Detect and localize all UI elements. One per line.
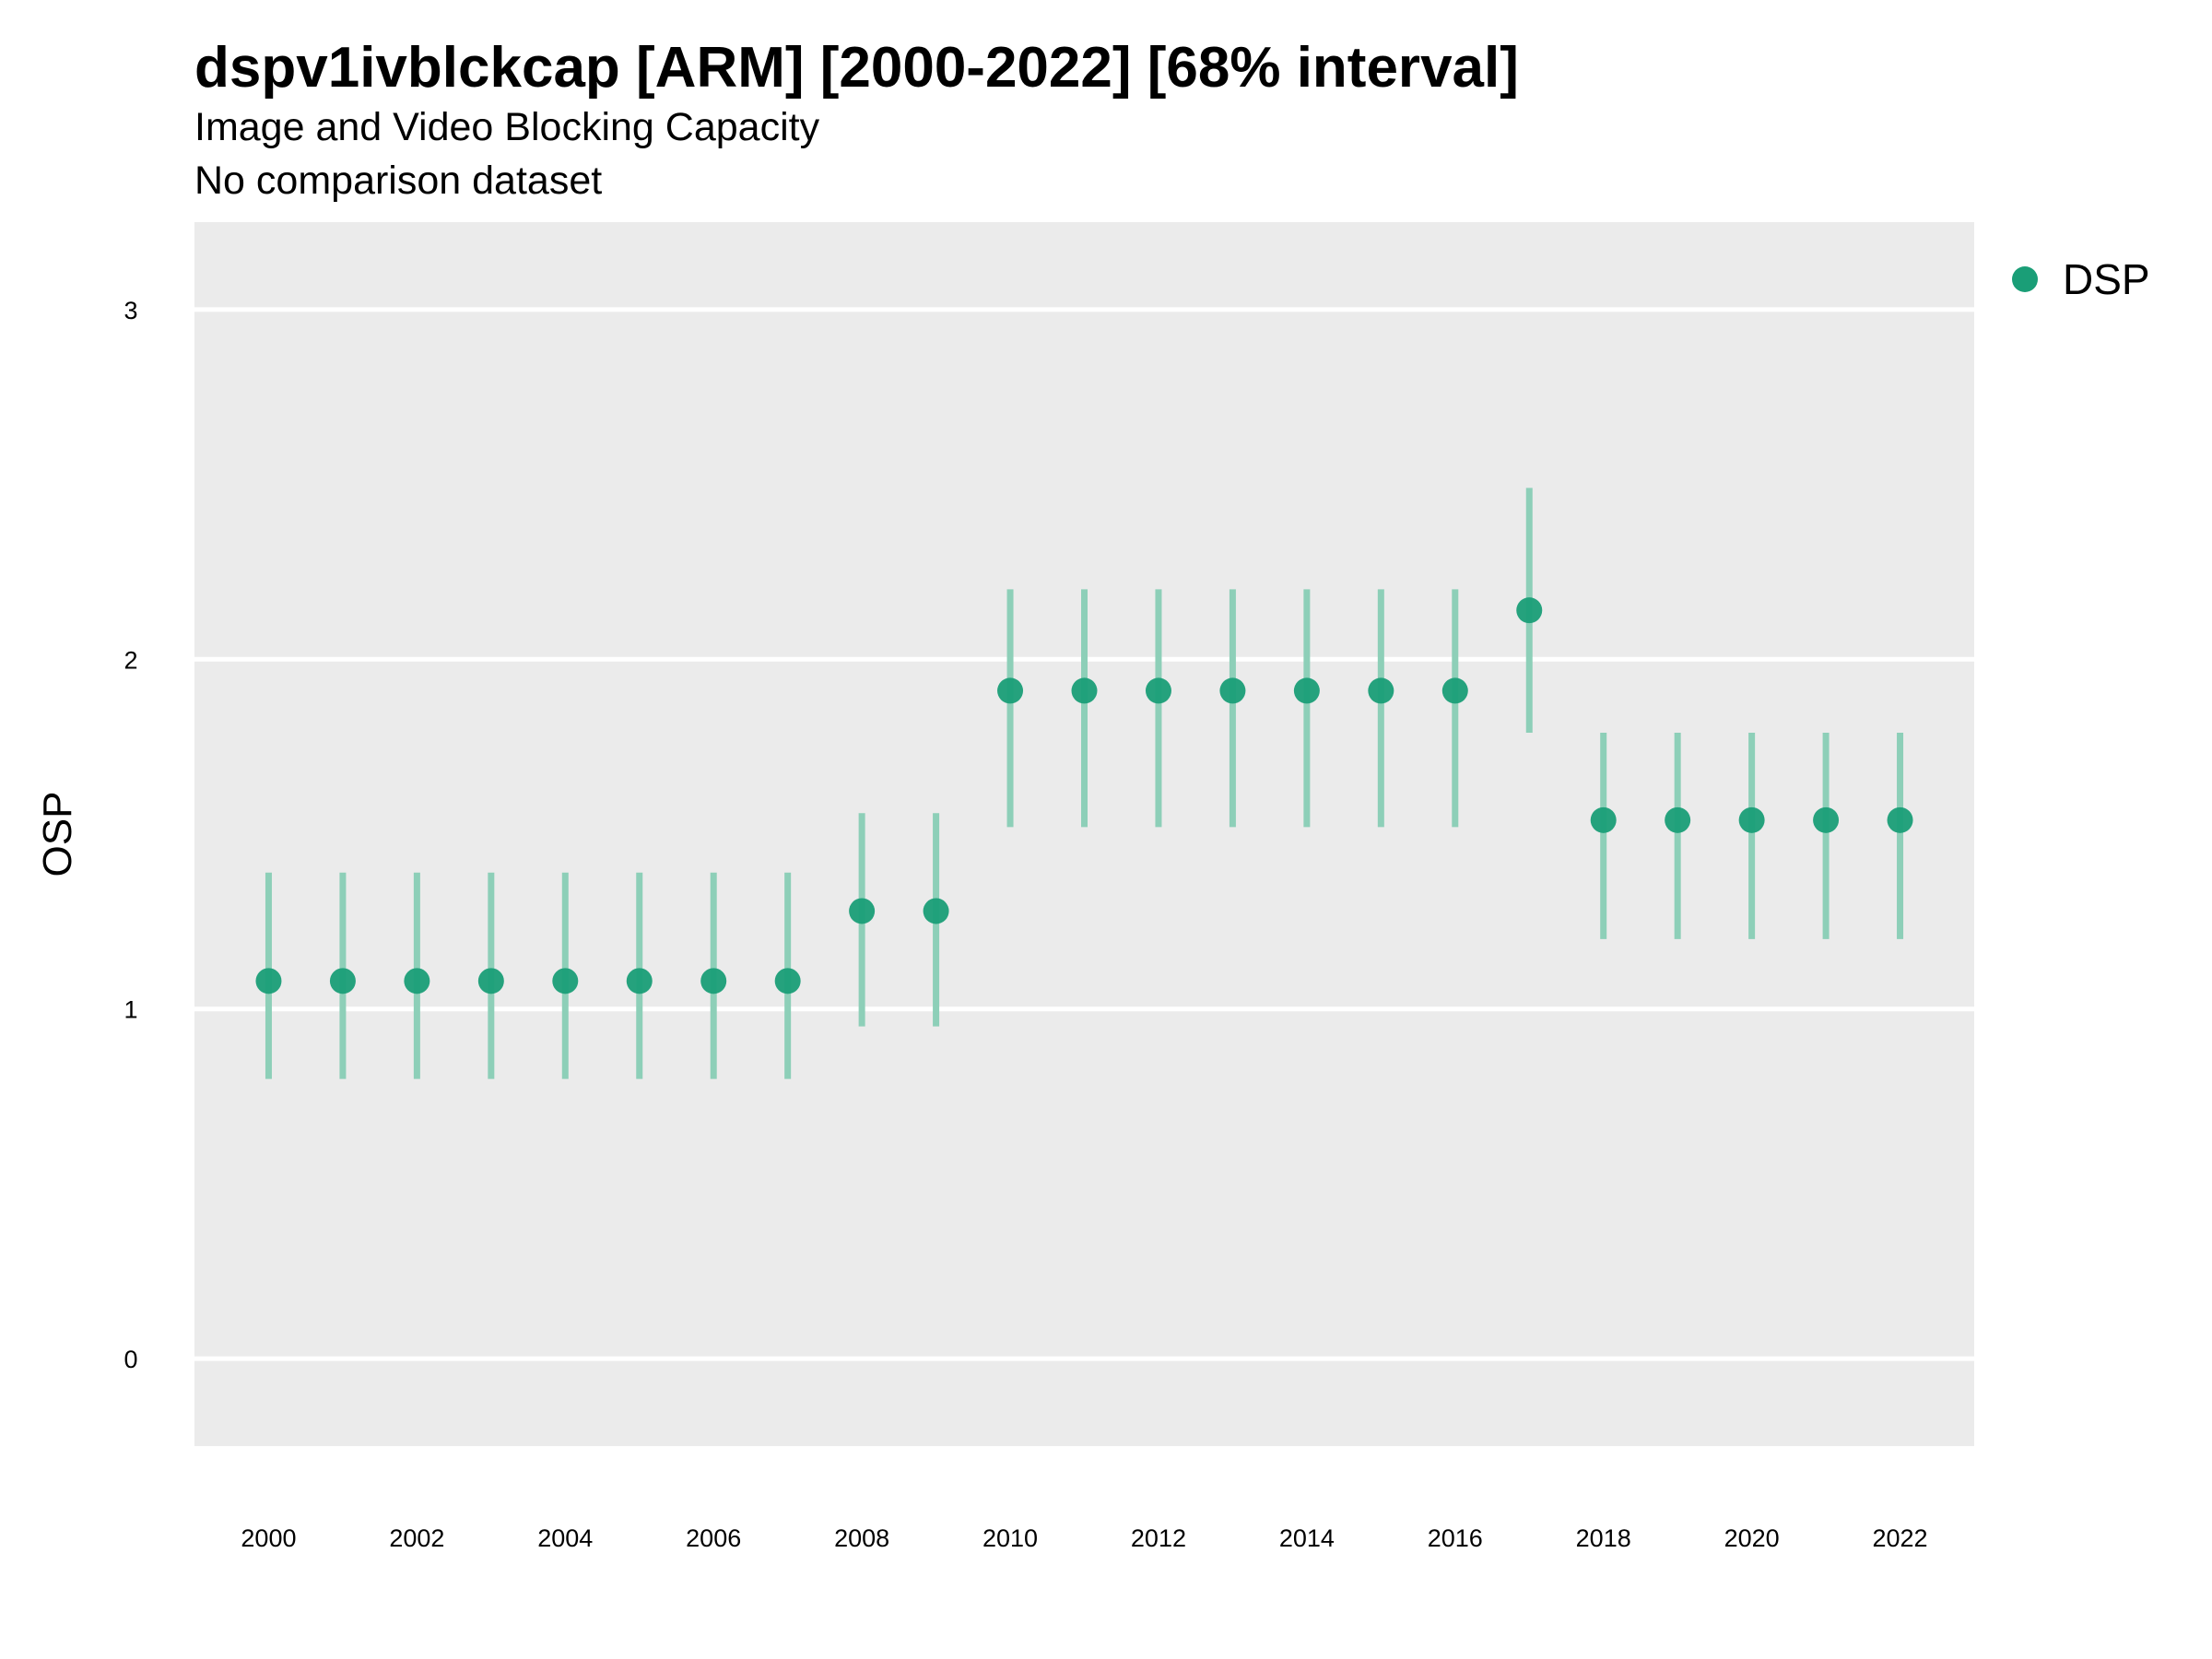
legend: DSP bbox=[2012, 255, 2150, 303]
data-point-2014 bbox=[1293, 677, 1320, 704]
data-point-2018 bbox=[1590, 806, 1617, 833]
data-point-2017 bbox=[1516, 597, 1543, 624]
y-axis-title: OSP bbox=[35, 792, 80, 877]
legend-label-dsp: DSP bbox=[2063, 255, 2150, 303]
x-axis-ticks: 2000 2002 2004 2006 2008 2010 2012 2014 2016 2018… bbox=[241, 1524, 1927, 1552]
data-point-2009 bbox=[923, 898, 949, 924]
x-tick-label-2022: 2022 bbox=[1873, 1524, 1928, 1552]
x-tick-label-2012: 2012 bbox=[1131, 1524, 1186, 1552]
data-point-2011 bbox=[1071, 677, 1098, 704]
chart-subtitle-comparison: No comparison dataset bbox=[194, 159, 603, 203]
y-axis-ticks: 0 1 2 3 bbox=[124, 297, 137, 1373]
data-point-2019 bbox=[1665, 806, 1691, 833]
data-point-2001 bbox=[329, 968, 356, 994]
plot-panel bbox=[194, 222, 1974, 1446]
data-point-2021 bbox=[1813, 806, 1840, 833]
data-point-2002 bbox=[404, 968, 430, 994]
x-tick-label-2004: 2004 bbox=[537, 1524, 593, 1552]
data-point-2012 bbox=[1145, 677, 1171, 704]
data-point-2016 bbox=[1441, 677, 1468, 704]
x-tick-label-2002: 2002 bbox=[389, 1524, 444, 1552]
y-tick-label-0: 0 bbox=[124, 1346, 137, 1373]
data-point-2020 bbox=[1738, 806, 1765, 833]
data-point-2005 bbox=[626, 968, 653, 994]
data-points bbox=[255, 597, 1913, 994]
chart-title: dspv1ivblckcap [ARM] [2000-2022] [68% in… bbox=[194, 36, 1519, 100]
data-point-2008 bbox=[849, 898, 876, 924]
data-point-2015 bbox=[1368, 677, 1394, 704]
y-tick-label-3: 3 bbox=[124, 297, 137, 324]
y-tick-label-2: 2 bbox=[124, 646, 137, 674]
data-point-2003 bbox=[477, 968, 504, 994]
data-point-2000 bbox=[255, 968, 282, 994]
y-tick-label-1: 1 bbox=[124, 996, 137, 1024]
x-tick-label-2006: 2006 bbox=[686, 1524, 741, 1552]
x-tick-label-2000: 2000 bbox=[241, 1524, 296, 1552]
legend-key-dsp bbox=[2012, 266, 2038, 292]
x-tick-label-2018: 2018 bbox=[1576, 1524, 1631, 1552]
data-point-2006 bbox=[700, 968, 727, 994]
x-tick-label-2014: 2014 bbox=[1279, 1524, 1335, 1552]
data-point-2022 bbox=[1887, 806, 1913, 833]
x-tick-label-2008: 2008 bbox=[834, 1524, 889, 1552]
x-tick-label-2016: 2016 bbox=[1428, 1524, 1483, 1552]
data-point-2007 bbox=[774, 968, 801, 994]
chart-subtitle: Image and Video Blocking Capacity bbox=[194, 105, 820, 149]
data-point-2010 bbox=[997, 677, 1024, 704]
x-tick-label-2020: 2020 bbox=[1724, 1524, 1780, 1552]
x-tick-label-2010: 2010 bbox=[982, 1524, 1038, 1552]
data-point-2004 bbox=[552, 968, 579, 994]
data-point-2013 bbox=[1219, 677, 1246, 704]
